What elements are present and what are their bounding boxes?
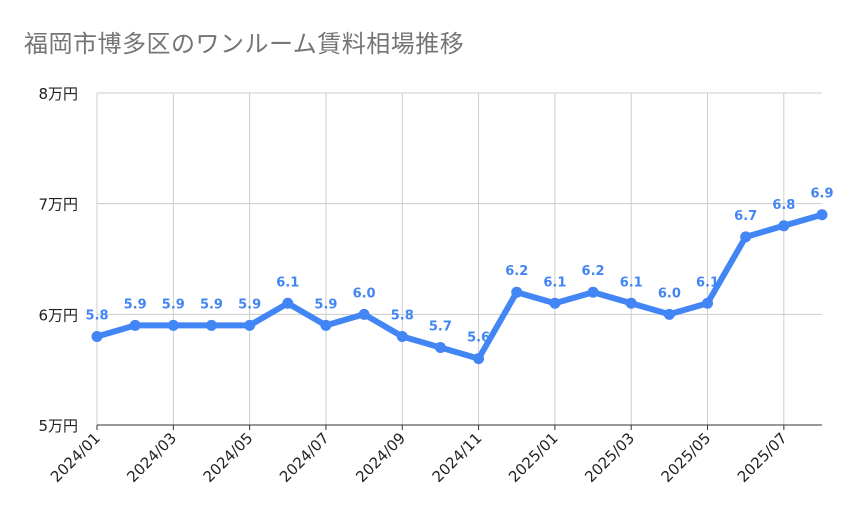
x-tick-label-2024/03: 2024/03	[123, 429, 180, 486]
data-point-2024/10	[434, 342, 446, 354]
data-point-2025/01	[549, 297, 561, 309]
data-label-2024/03: 5.9	[162, 297, 185, 312]
data-point-2024/12	[511, 286, 523, 298]
x-axis: 2024/01 2024/03 2024/05 2024/07 2024/09 2024/…	[47, 425, 791, 486]
x-tick-label-2025/01: 2025/01	[505, 429, 562, 486]
data-label-2025/07: 6.8	[772, 198, 795, 213]
data-label-2025/02: 6.2	[582, 264, 605, 279]
data-label-2025/05: 6.1	[696, 275, 719, 290]
data-point-2024/07	[320, 319, 332, 331]
data-label-2025/06: 6.7	[734, 209, 757, 224]
data-point-2025/07	[778, 220, 790, 232]
x-tick-label-2025/05: 2025/05	[658, 429, 715, 486]
y-tick-label-7: 7万円	[38, 196, 78, 214]
y-axis: 5万円 6万円 7万円 8万円	[38, 85, 78, 435]
data-label-2024/01: 5.8	[85, 308, 108, 323]
data-label-2024/04: 5.9	[200, 297, 223, 312]
data-point-2024/03	[167, 319, 179, 331]
data-point-2024/04	[205, 319, 217, 331]
y-tick-label-8: 8万円	[38, 85, 78, 103]
x-tick-label-2024/05: 2024/05	[200, 429, 257, 486]
x-tick-label-2024/07: 2024/07	[276, 429, 333, 486]
data-label-2025/03: 6.1	[620, 275, 643, 290]
data-point-2024/01	[91, 330, 103, 342]
data-point-2025/05	[702, 297, 714, 309]
data-label-2025/04: 6.0	[658, 286, 681, 301]
data-point-2025/08	[816, 209, 828, 221]
chart-title: 福岡市博多区のワンルーム賃料相場推移	[24, 30, 465, 58]
data-label-2024/12: 6.2	[505, 264, 528, 279]
data-label-2024/11: 5.6	[467, 331, 490, 346]
data-point-2025/06	[740, 231, 752, 243]
data-point-2025/03	[625, 297, 637, 309]
data-point-2024/08	[358, 308, 370, 320]
data-label-2024/08: 6.0	[353, 286, 376, 301]
x-tick-label-2024/01: 2024/01	[47, 429, 104, 486]
data-point-2025/04	[663, 308, 675, 320]
y-tick-label-5: 5万円	[38, 417, 78, 435]
data-point-2024/05	[244, 319, 256, 331]
x-tick-label-2024/09: 2024/09	[352, 429, 409, 486]
data-label-2025/08: 6.9	[810, 187, 833, 202]
series-rent	[91, 209, 828, 365]
x-tick-label-2025/07: 2025/07	[734, 429, 791, 486]
data-label-2025/01: 6.1	[543, 275, 566, 290]
data-point-2024/02	[129, 319, 141, 331]
gridlines	[96, 92, 822, 426]
data-label-2024/05: 5.9	[238, 297, 261, 312]
x-tick-label-2024/11: 2024/11	[429, 429, 486, 486]
y-tick-label-6: 6万円	[38, 306, 78, 324]
data-label-2024/10: 5.7	[429, 320, 452, 335]
x-tick-label-2025/03: 2025/03	[581, 429, 638, 486]
data-label-2024/09: 5.8	[391, 308, 414, 323]
data-label-2024/06: 6.1	[276, 275, 299, 290]
series-line-0	[94, 211, 825, 362]
data-point-2024/09	[396, 330, 408, 342]
data-label-2024/02: 5.9	[124, 297, 147, 312]
data-point-2025/02	[587, 286, 599, 298]
data-point-2024/11	[473, 353, 485, 365]
data-point-2024/06	[282, 297, 294, 309]
data-labels: 5.8 5.9 5.9 5.9 5.9 6.1 5.9 6.0 5.8 5.7 5.6 6.2 6.1 6…	[85, 187, 833, 346]
data-label-2024/07: 5.9	[314, 297, 337, 312]
